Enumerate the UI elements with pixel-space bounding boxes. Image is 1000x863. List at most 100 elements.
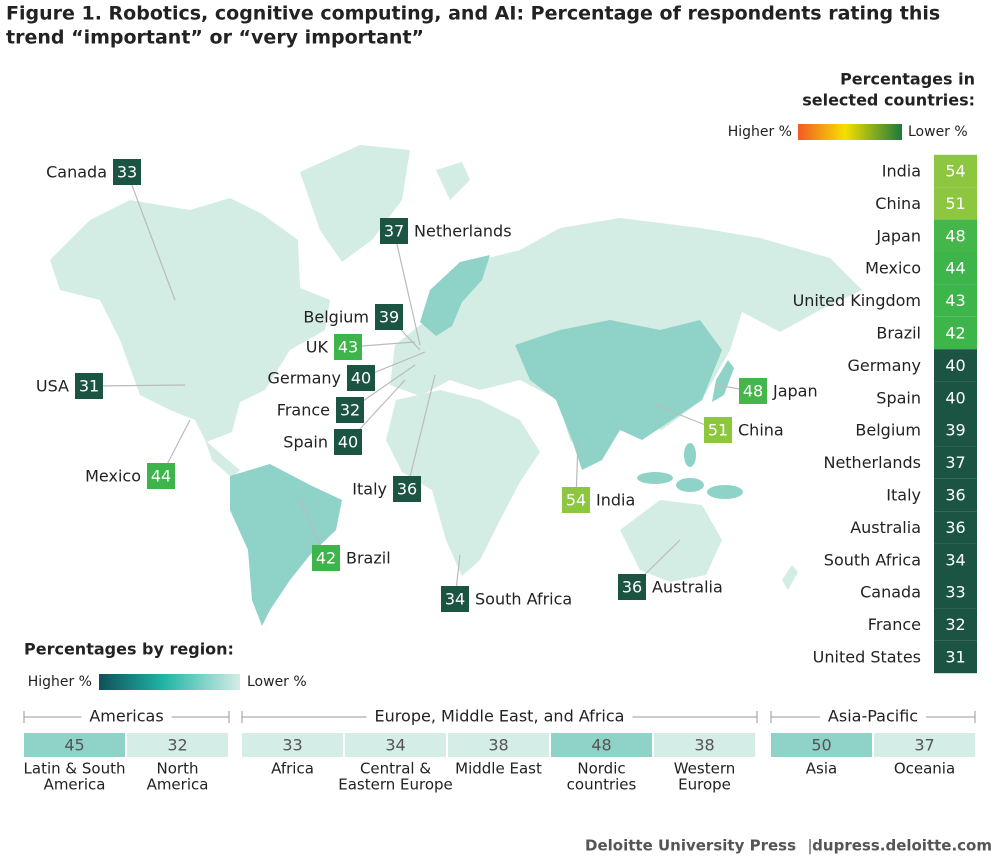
value-box [934,154,977,188]
value-box [934,349,977,382]
region-value: 45 [64,736,84,755]
region-value: 37 [914,736,934,755]
value-box [334,334,362,360]
region-name: North [157,760,199,778]
value-box [934,187,977,220]
country-label: South Africa [475,590,572,609]
leader-line [126,171,176,301]
country-name: France [868,615,921,634]
value-box [934,608,977,641]
value-box [380,218,408,244]
value-box [375,304,403,330]
country-label: China [738,421,784,440]
region-name: countries [567,776,637,794]
region-value: 33 [282,736,302,755]
value-label: 32 [945,615,965,634]
value-label: 36 [622,578,642,597]
value-box [934,219,977,252]
group-label: Europe, Middle East, and Africa [375,707,625,726]
group-bracket [23,711,230,723]
region-heading: Percentages by region: [24,640,234,659]
country-name: Australia [850,518,921,537]
value-box [739,378,767,404]
value-box [934,316,977,350]
map-labels: 33 Canada 31 USA 44 Mexico 37 Netherlands 39 Belg… [36,159,818,612]
region-name: Nordic [577,760,625,778]
value-box [393,476,421,502]
value-box [934,640,977,674]
value-box [934,511,977,544]
world-map [50,145,862,626]
region-value: 34 [385,736,405,755]
footer-source: Deloitte University Press [585,837,796,855]
panel-heading: selected countries: [802,91,975,110]
value-label: 43 [945,291,965,310]
value-label: 33 [117,163,137,182]
region-cell [127,733,228,757]
value-box [934,478,977,512]
value-label: 37 [945,453,965,472]
group-label: Asia-Pacific [828,707,918,726]
legend-gradient [99,674,240,690]
region-value: 38 [488,736,508,755]
country-name: China [875,194,921,213]
country-label: Italy [352,480,387,499]
value-label: 44 [945,259,965,278]
value-label: 43 [338,338,358,357]
country-label: Germany [267,369,341,388]
group-bracket [770,711,976,723]
region-cell [874,733,975,757]
value-box [618,574,646,600]
country-label: Brazil [346,549,391,568]
country-label: Belgium [303,308,369,327]
region-cell [345,733,446,757]
country-name: Japan [875,226,921,245]
country-name: Belgium [855,421,921,440]
country-label: Spain [283,433,328,452]
value-box [934,446,977,479]
value-label: 36 [945,486,965,505]
title-line: trend “important” or “very important” [6,27,424,49]
region-name: Asia [806,760,837,778]
value-box [312,545,340,571]
region-cell [448,733,549,757]
country-name: South Africa [824,550,921,569]
country-label: Canada [46,163,107,182]
leader-line [393,230,421,346]
value-label: 37 [384,222,404,241]
country-name: United States [813,648,921,667]
legend-label: Higher % [728,124,792,140]
value-label: 34 [445,590,465,609]
value-box [934,252,977,285]
value-label: 42 [945,324,965,343]
value-box [347,365,375,391]
country-label: Japan [772,382,818,401]
value-label: 48 [945,226,965,245]
region-name: Middle East [455,760,542,778]
panel-heading: Percentages in [840,70,975,89]
value-label: 40 [945,356,965,375]
value-label: 32 [340,401,360,420]
value-label: 40 [338,433,358,452]
value-label: 51 [945,194,965,213]
region-cell [24,733,125,757]
value-label: 40 [945,388,965,407]
value-label: 36 [945,518,965,537]
footer-url: dupress.deloitte.com [812,837,992,855]
value-label: 34 [945,550,965,569]
country-name: Canada [860,583,921,602]
country-name: Netherlands [823,453,921,472]
country-name: Mexico [865,259,921,278]
legend-label: Lower % [247,674,307,690]
country-name: India [882,162,921,181]
value-box [562,487,590,513]
value-label: 39 [379,308,399,327]
country-name: Brazil [876,324,921,343]
value-label: 51 [708,421,728,440]
value-box [113,159,141,185]
value-label: 36 [397,480,417,499]
region-name: Central & [360,760,431,778]
country-name: Spain [876,388,921,407]
region-name: Europe [678,776,731,794]
